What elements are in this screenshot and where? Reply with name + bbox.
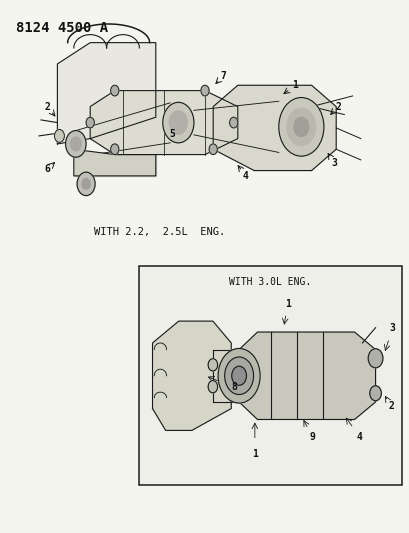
Text: 8: 8 — [230, 382, 236, 392]
Text: 9: 9 — [309, 432, 315, 442]
Circle shape — [367, 349, 382, 368]
Text: 2: 2 — [335, 102, 340, 111]
Circle shape — [224, 357, 253, 394]
Circle shape — [77, 172, 95, 196]
Circle shape — [65, 131, 86, 157]
Circle shape — [54, 130, 64, 142]
Polygon shape — [74, 149, 155, 176]
Text: 3: 3 — [330, 158, 336, 167]
Polygon shape — [152, 321, 231, 431]
Polygon shape — [213, 85, 335, 171]
Circle shape — [229, 117, 237, 128]
Circle shape — [231, 366, 246, 385]
Text: 1: 1 — [284, 298, 290, 309]
Circle shape — [208, 381, 217, 393]
Circle shape — [70, 137, 81, 151]
Polygon shape — [57, 43, 155, 144]
Circle shape — [200, 85, 209, 96]
Circle shape — [110, 85, 119, 96]
Circle shape — [218, 349, 259, 403]
Text: 4: 4 — [243, 171, 248, 181]
Text: 6: 6 — [44, 165, 50, 174]
Circle shape — [278, 98, 323, 156]
Circle shape — [369, 386, 380, 401]
Circle shape — [169, 111, 187, 134]
Circle shape — [286, 108, 315, 146]
Circle shape — [82, 179, 90, 189]
Circle shape — [293, 117, 308, 136]
Text: 2: 2 — [387, 401, 393, 411]
Circle shape — [110, 144, 119, 155]
Bar — [139, 266, 401, 485]
Text: 1: 1 — [292, 80, 297, 90]
Text: 8124 4500 A: 8124 4500 A — [16, 21, 108, 35]
Circle shape — [86, 117, 94, 128]
Circle shape — [208, 359, 217, 371]
Text: WITH 2.2,  2.5L  ENG.: WITH 2.2, 2.5L ENG. — [94, 227, 225, 237]
Text: 2: 2 — [44, 102, 50, 111]
Polygon shape — [238, 332, 375, 419]
Text: 1: 1 — [251, 449, 257, 459]
Polygon shape — [90, 91, 237, 155]
Text: 7: 7 — [220, 71, 226, 80]
Circle shape — [209, 144, 217, 155]
Text: 3: 3 — [389, 322, 395, 333]
Text: 5: 5 — [169, 130, 175, 139]
Text: 4: 4 — [356, 432, 362, 442]
Text: WITH 3.0L ENG.: WITH 3.0L ENG. — [229, 277, 311, 287]
Circle shape — [162, 102, 193, 143]
